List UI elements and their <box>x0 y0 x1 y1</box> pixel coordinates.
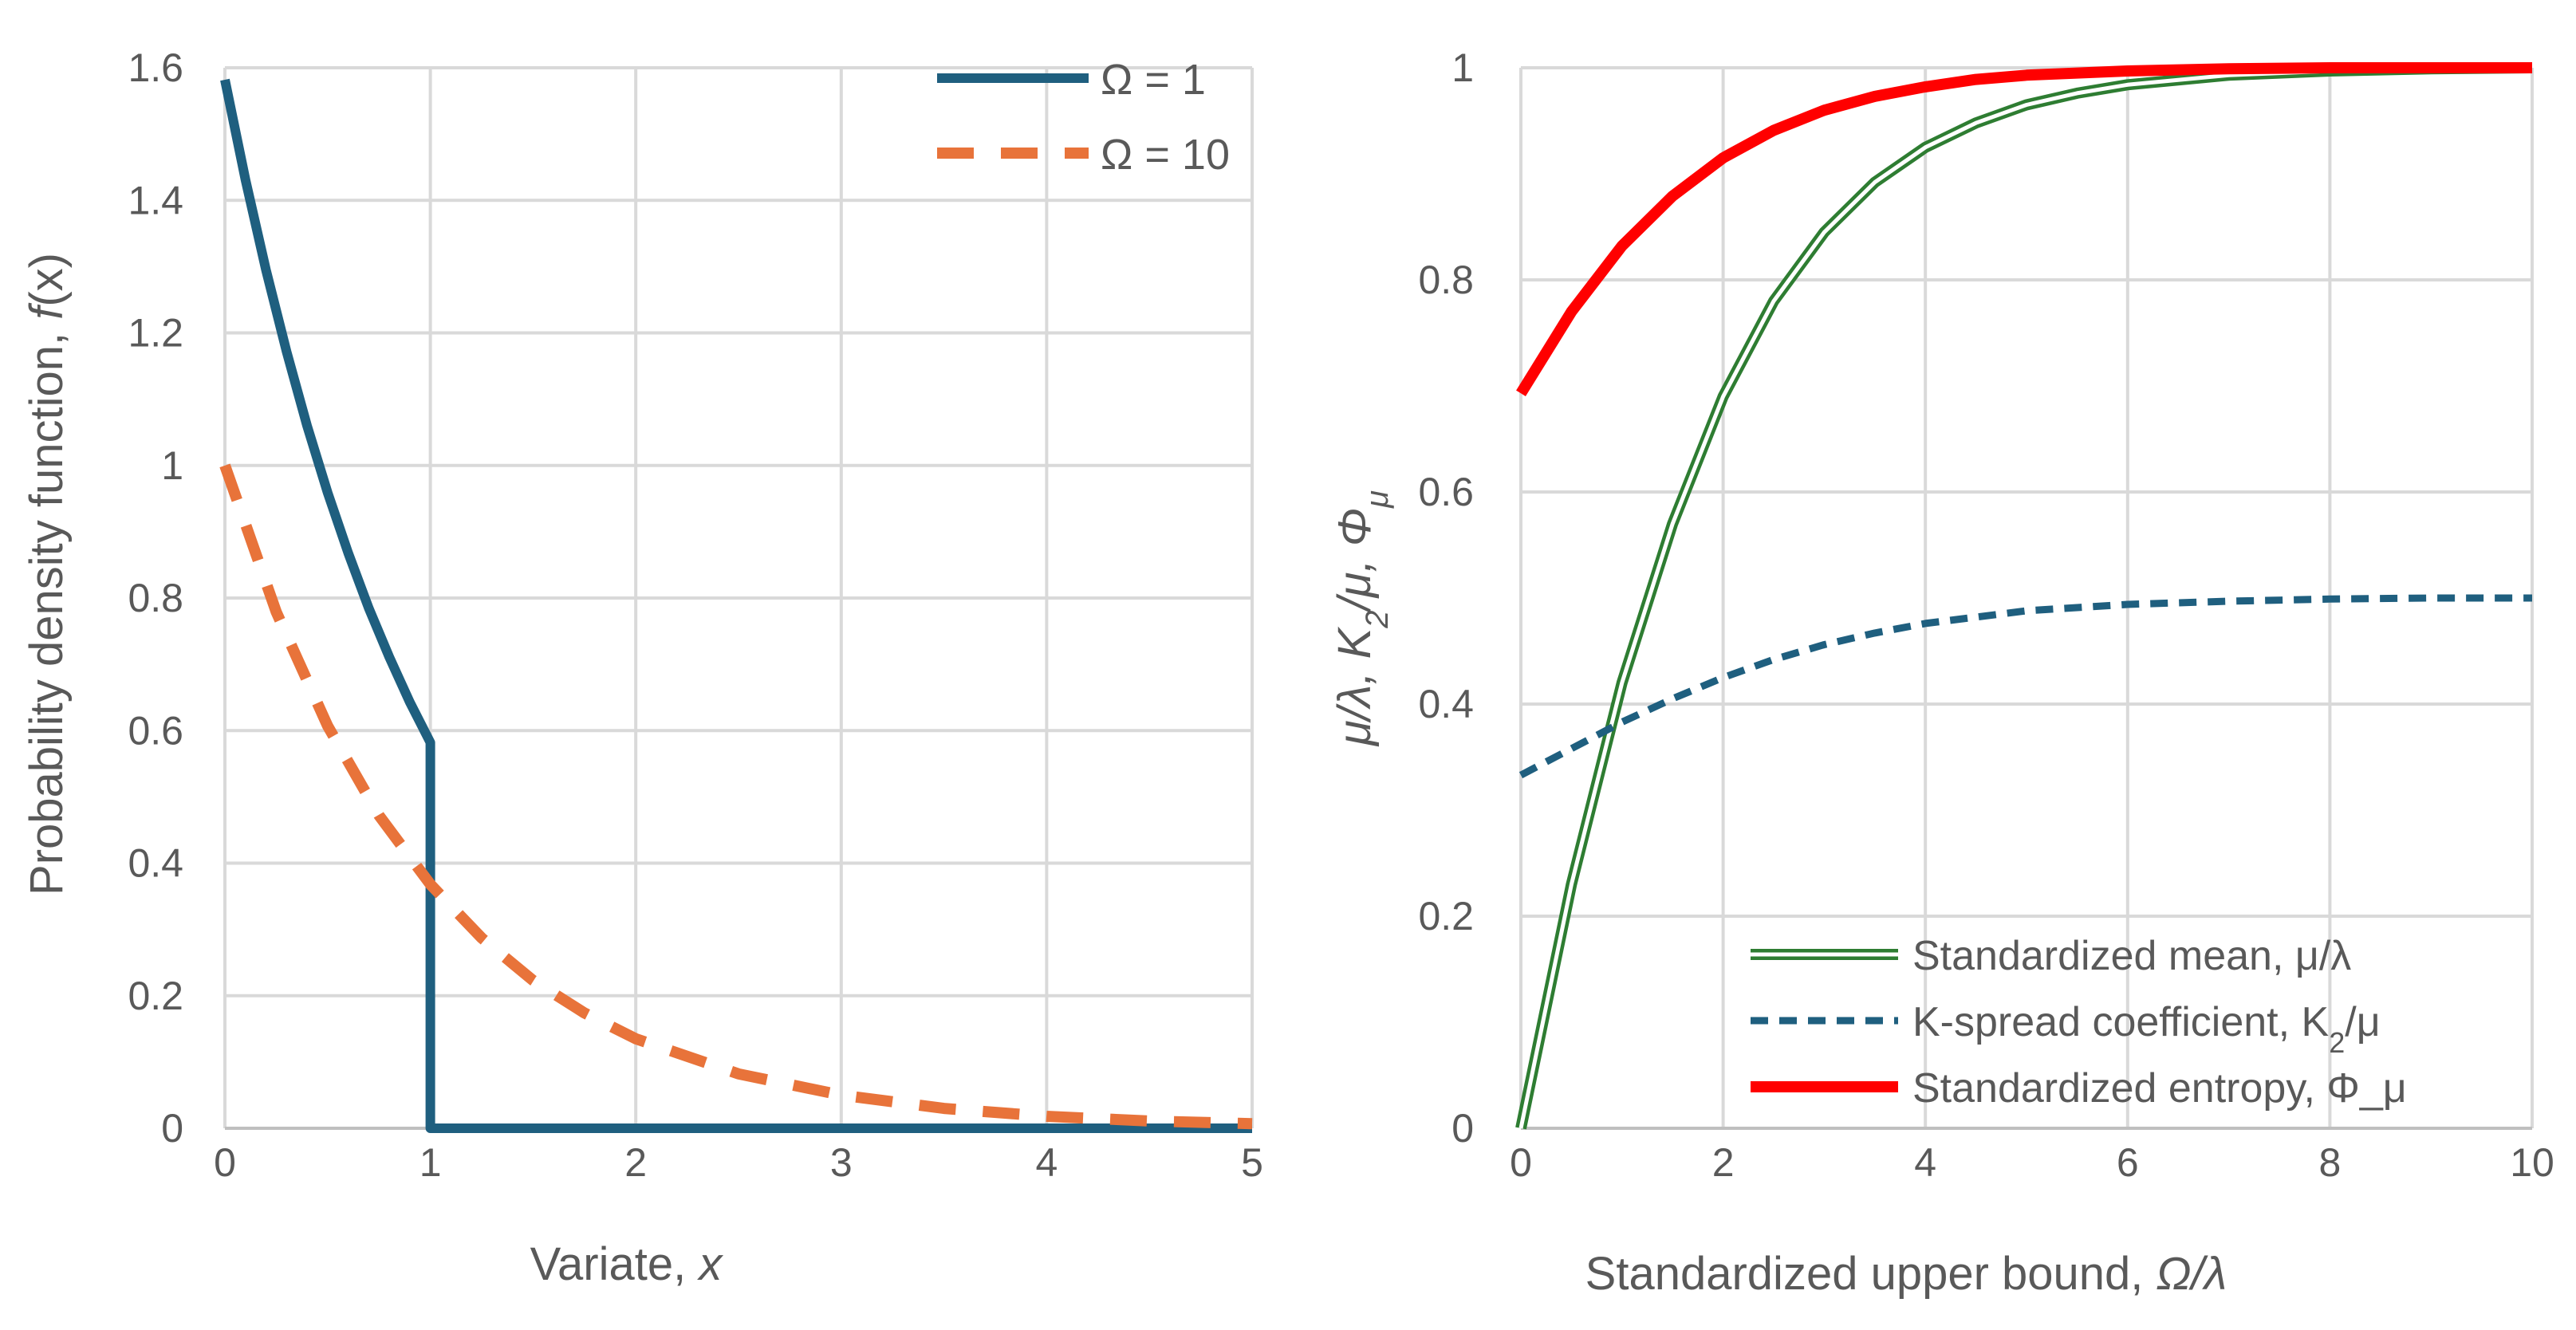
left-y-tick-labels: 0 0.2 0.4 0.6 0.8 1 1.2 1.4 1.6 <box>128 45 183 1151</box>
x-tick-label: 1 <box>419 1140 442 1185</box>
legend-label-omega-10: Ω = 10 <box>1101 131 1230 179</box>
y-tick-label: 0.6 <box>128 708 183 753</box>
y-tick-label: 1 <box>161 443 183 488</box>
x-tick-label: 2 <box>624 1140 647 1185</box>
left-y-axis-label: Probability density function, f(x) <box>21 253 73 895</box>
right-series <box>1515 62 2533 1130</box>
y-tick-label: 0.4 <box>1418 682 1474 726</box>
series-line-0 <box>220 78 1252 1133</box>
x-tick-label: 0 <box>214 1140 236 1185</box>
y-tick-label: 0.2 <box>1418 894 1474 938</box>
right-y-tick-labels: 0 0.2 0.4 0.6 0.8 1 <box>1418 45 1474 1151</box>
chart-right: 0 2 4 6 8 10 0 0.2 0.4 0.6 0.8 1 Standardized uppe… <box>1329 45 2554 1300</box>
series-line-2 <box>1516 62 2532 396</box>
x-tick-label: 6 <box>2117 1140 2139 1185</box>
right-legend: Standardized mean, μ/λ K-spread coeffici… <box>1751 933 2407 1112</box>
x-tick-label: 2 <box>1712 1140 1735 1185</box>
y-tick-label: 0 <box>1451 1106 1474 1151</box>
right-x-tick-labels: 0 2 4 6 8 10 <box>1510 1140 2554 1185</box>
y-tick-label: 1.6 <box>128 45 183 90</box>
right-gridlines <box>1519 66 2534 1130</box>
x-tick-label: 4 <box>1035 1140 1058 1185</box>
x-tick-label: 5 <box>1241 1140 1263 1185</box>
y-tick-label: 0.2 <box>128 974 183 1018</box>
left-legend: Ω = 1 Ω = 10 <box>937 56 1230 179</box>
left-series <box>219 78 1253 1133</box>
chart-left: 0 1 2 3 4 5 0 0.2 0.4 0.6 0.8 1 1.2 1.4 1.6 Variate, … <box>21 45 1263 1290</box>
left-x-tick-labels: 0 1 2 3 4 5 <box>214 1140 1263 1185</box>
y-tick-label: 0.8 <box>1418 258 1474 302</box>
y-tick-label: 0.6 <box>1418 470 1474 514</box>
y-tick-label: 1.2 <box>128 311 183 356</box>
legend-label-mean: Standardized mean, μ/λ <box>1912 933 2351 979</box>
series-line-1 <box>219 463 1253 1130</box>
y-tick-label: 1.4 <box>128 178 183 222</box>
x-tick-label: 8 <box>2318 1140 2341 1185</box>
right-y-axis-label: μ/λ, K2/μ, Φμ <box>1329 490 1395 747</box>
y-tick-label: 0.8 <box>128 576 183 620</box>
y-tick-label: 0.4 <box>128 841 183 886</box>
legend-label-kspread: K-spread coefficient, K2/μ <box>1912 999 2381 1059</box>
legend-label-entropy: Standardized entropy, Φ_μ <box>1912 1065 2407 1112</box>
y-tick-label: 0 <box>161 1106 183 1151</box>
right-x-axis-label: Standardized upper bound, Ω/λ <box>1585 1248 2227 1300</box>
x-tick-label: 3 <box>830 1140 853 1185</box>
x-tick-label: 0 <box>1510 1140 1532 1185</box>
series-line-1 <box>1518 594 2532 779</box>
y-tick-label: 1 <box>1451 45 1474 90</box>
x-tick-label: 10 <box>2510 1140 2554 1185</box>
left-gridlines <box>223 66 1254 1130</box>
legend-label-omega-1: Ω = 1 <box>1101 56 1206 104</box>
x-tick-label: 4 <box>1914 1140 1936 1185</box>
left-x-axis-label: Variate, x <box>530 1238 724 1290</box>
